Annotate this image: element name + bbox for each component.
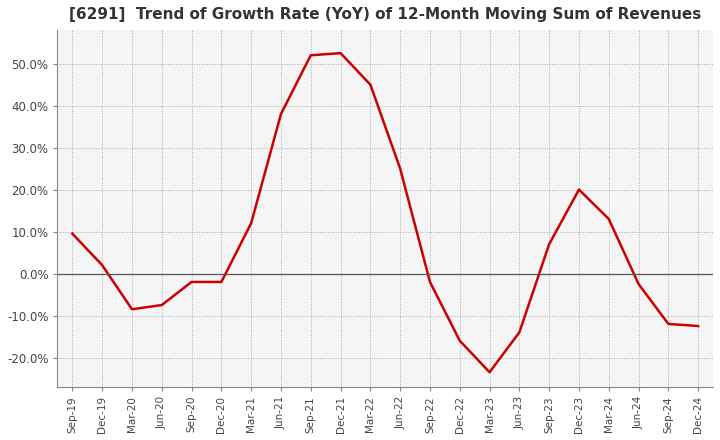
Title: [6291]  Trend of Growth Rate (YoY) of 12-Month Moving Sum of Revenues: [6291] Trend of Growth Rate (YoY) of 12-…: [69, 7, 701, 22]
